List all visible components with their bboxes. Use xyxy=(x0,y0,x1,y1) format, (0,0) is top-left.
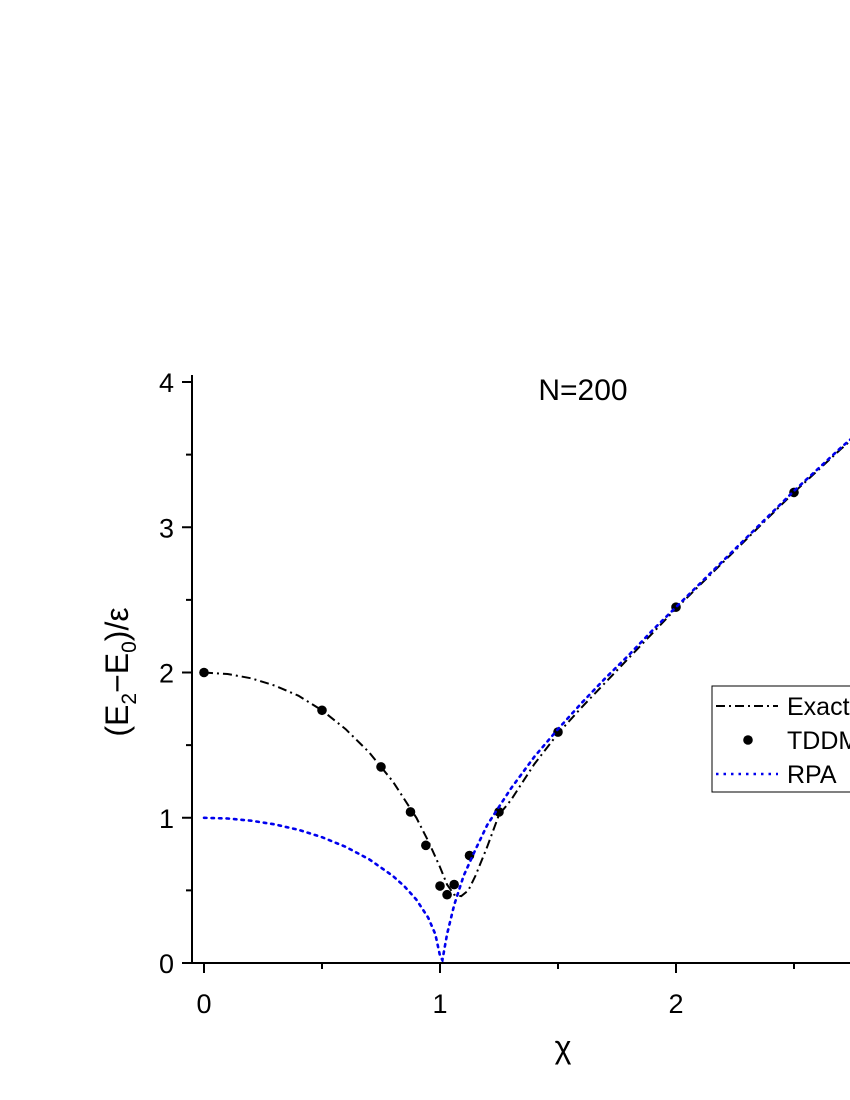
axes-layer: 0 1 2 3 4 0 1 2 xyxy=(159,368,850,1019)
series-tddm-point xyxy=(199,667,209,678)
x-tick-label: 1 xyxy=(432,989,447,1019)
y-axis-title-mid: −E xyxy=(99,653,135,693)
series-tddm-point xyxy=(442,889,452,900)
y-axis-title-sub1: 2 xyxy=(118,693,141,705)
series-tddm-point xyxy=(435,881,445,891)
series-tddm-point xyxy=(405,807,416,817)
y-tick-label: 2 xyxy=(159,659,174,689)
y-tick-label: 4 xyxy=(159,368,174,398)
series-tddm-point xyxy=(421,840,431,851)
legend-tddm-label: TDDM xyxy=(787,727,850,755)
series-layer xyxy=(199,438,850,963)
legend: Exact TDDM RPA xyxy=(711,685,850,793)
x-axis-title: χ xyxy=(555,1029,572,1065)
series-tddm-point xyxy=(317,705,327,716)
y-tick-label: 1 xyxy=(159,804,174,834)
y-axis-title-sub2: 0 xyxy=(118,641,141,653)
series-tddm-point xyxy=(464,850,475,861)
y-axis-title-close: )/ε xyxy=(99,607,135,641)
y-tick-label: 0 xyxy=(159,949,174,979)
y-tick-label: 3 xyxy=(159,513,174,543)
series-tddm-point xyxy=(494,807,504,817)
series-exact-line xyxy=(203,439,850,898)
chart-title: N=200 xyxy=(538,374,627,407)
legend-box xyxy=(711,685,850,793)
legend-tddm-marker xyxy=(743,735,753,745)
legend-exact-label: Exact xyxy=(787,693,850,721)
series-tddm-point xyxy=(376,762,386,772)
y-axis-title-open: (E xyxy=(99,705,135,737)
x-tick-label: 0 xyxy=(196,989,211,1019)
series-tddm-point xyxy=(553,727,563,737)
y-axis-title: (E2−E0)/ε xyxy=(99,607,141,736)
series-tddm-point xyxy=(449,879,459,890)
legend-rpa-label: RPA xyxy=(787,761,837,789)
x-tick-label: 2 xyxy=(668,989,683,1019)
series-rpa-line xyxy=(202,438,850,963)
